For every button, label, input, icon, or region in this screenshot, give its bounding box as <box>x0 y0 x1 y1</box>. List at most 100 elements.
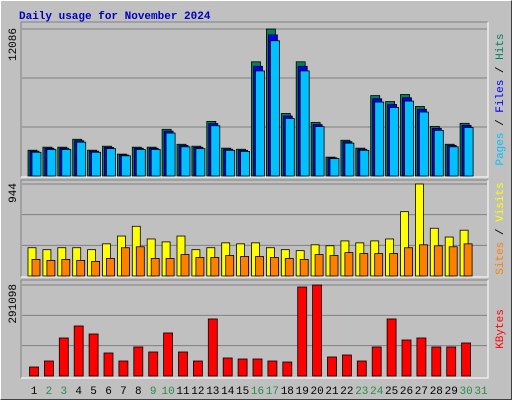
x-tick-label: 24 <box>370 386 384 398</box>
legend-separator: / <box>495 222 507 242</box>
x-tick-label: 19 <box>296 386 309 398</box>
x-tick-label: 15 <box>236 386 249 398</box>
bar <box>210 125 221 177</box>
bar <box>121 155 131 177</box>
bar <box>418 244 428 277</box>
bar <box>76 141 87 177</box>
bar <box>46 149 57 177</box>
bar <box>210 257 220 277</box>
bar <box>282 361 293 377</box>
bar <box>389 107 400 177</box>
y-tick-label: 944 <box>8 183 20 203</box>
bar <box>374 253 384 277</box>
x-tick-label: 30 <box>459 386 472 398</box>
bar <box>329 255 339 277</box>
bar <box>121 247 130 277</box>
legend: KBytes <box>495 309 507 349</box>
bar <box>180 146 191 177</box>
bar <box>418 111 429 177</box>
bar <box>29 366 39 377</box>
bar <box>299 259 309 277</box>
bar <box>446 346 457 377</box>
plot-bevel <box>20 279 488 378</box>
bar <box>299 70 310 177</box>
bar <box>240 256 250 277</box>
plot-bevel <box>21 280 489 379</box>
bar <box>88 333 99 377</box>
bar <box>255 256 264 277</box>
bar <box>135 149 146 177</box>
bar <box>327 356 337 377</box>
bar <box>225 149 236 177</box>
bar <box>103 352 114 377</box>
bar <box>150 149 161 177</box>
bar <box>344 252 354 277</box>
x-tick-label: 23 <box>355 386 368 398</box>
bar <box>91 151 101 177</box>
bar <box>106 258 115 277</box>
bar <box>297 286 308 377</box>
bar <box>461 342 472 377</box>
bar <box>180 254 190 277</box>
x-tick-label: 22 <box>340 386 353 398</box>
bar <box>374 101 385 177</box>
bar <box>404 247 413 277</box>
bar <box>359 149 370 177</box>
bar <box>195 148 206 177</box>
bar <box>255 70 265 177</box>
bar <box>150 258 160 277</box>
bar <box>252 358 263 377</box>
legend-entry: Files <box>495 80 507 113</box>
bar <box>31 151 42 177</box>
legend-entry: Pages <box>495 133 507 166</box>
bar <box>76 260 86 277</box>
bar <box>237 358 248 377</box>
plot-bevel <box>20 21 488 177</box>
x-tick-label: 26 <box>400 386 413 398</box>
bar <box>267 360 278 377</box>
bar <box>341 354 352 377</box>
bar <box>269 257 279 277</box>
x-tick-label: 17 <box>266 386 279 398</box>
bar <box>106 148 116 177</box>
x-tick-label: 5 <box>90 386 97 398</box>
plot-bevel <box>21 22 489 178</box>
bar <box>389 253 399 277</box>
bar <box>133 346 144 377</box>
bar <box>284 258 294 277</box>
bar <box>356 360 367 377</box>
bar <box>135 246 145 277</box>
bar <box>195 257 205 277</box>
x-tick-label: 28 <box>430 386 443 398</box>
bar <box>404 100 414 177</box>
legend-separator: / <box>495 113 507 133</box>
x-tick-label: 29 <box>445 386 458 398</box>
bar <box>284 118 295 177</box>
legend-separator: / <box>495 60 507 80</box>
bar <box>91 260 100 277</box>
bar <box>178 351 188 377</box>
x-tick-label: 20 <box>310 386 323 398</box>
x-tick-label: 6 <box>105 386 112 398</box>
bar <box>240 151 251 177</box>
bar <box>314 254 324 277</box>
x-tick-label: 1 <box>31 386 38 398</box>
x-tick-label: 11 <box>176 386 190 398</box>
bar <box>165 258 175 277</box>
x-tick-label: 31 <box>474 386 488 398</box>
x-tick-label: 21 <box>325 386 339 398</box>
bar <box>344 142 355 177</box>
bar <box>61 259 71 277</box>
x-tick-label: 10 <box>161 386 174 398</box>
bar <box>73 325 84 377</box>
x-tick-label: 8 <box>135 386 142 398</box>
bar <box>312 284 323 377</box>
x-tick-label: 14 <box>221 386 235 398</box>
bar <box>58 337 69 377</box>
bar <box>329 158 340 177</box>
x-tick-label: 27 <box>415 386 428 398</box>
bar <box>222 357 233 377</box>
x-tick-label: 12 <box>191 386 204 398</box>
